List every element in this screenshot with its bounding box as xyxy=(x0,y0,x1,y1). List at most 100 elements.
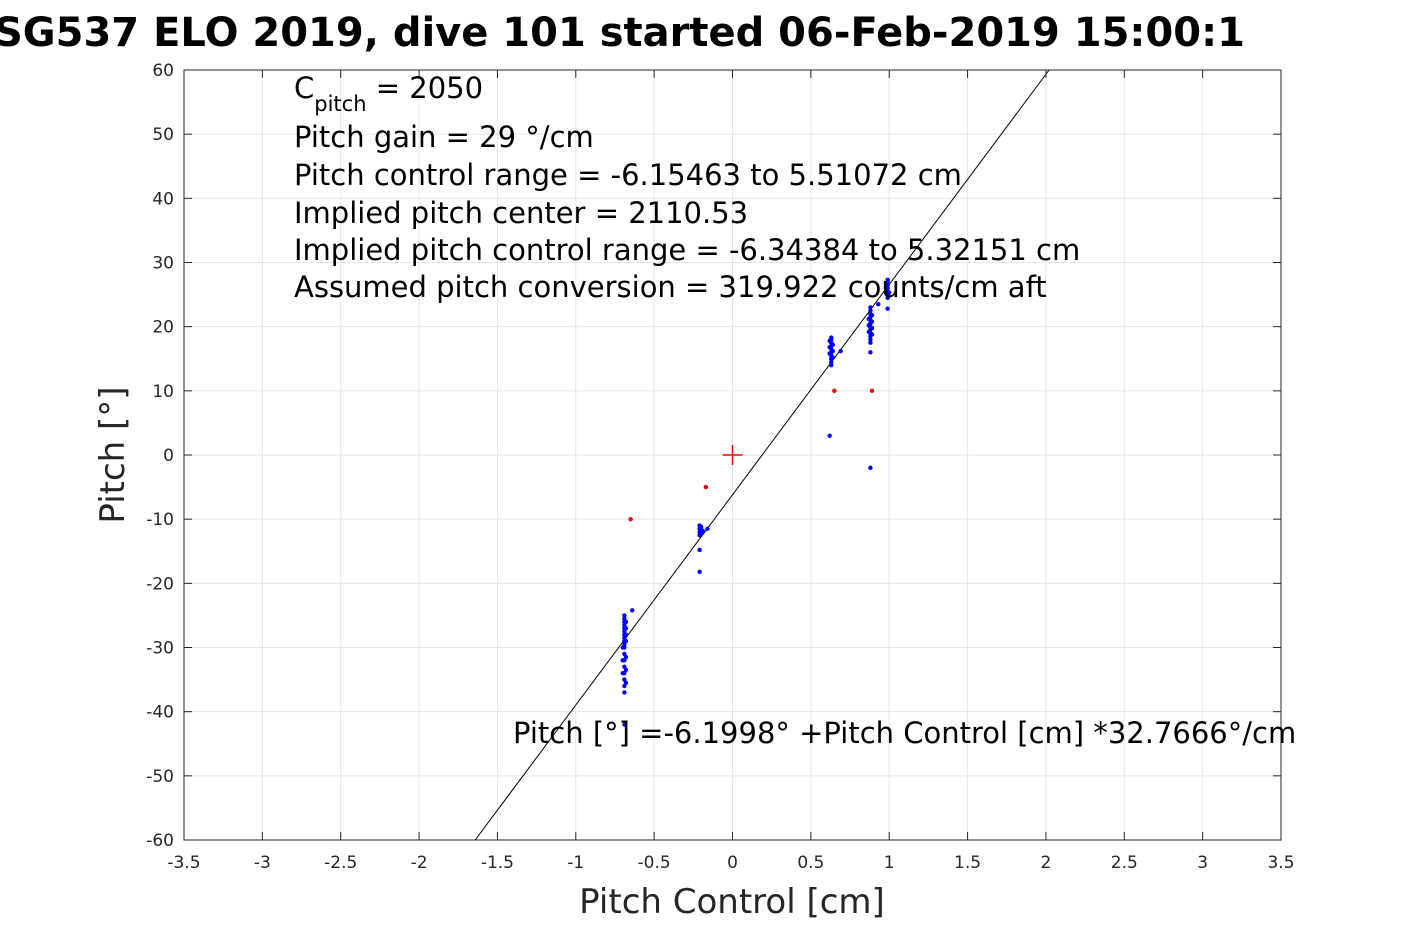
data-point xyxy=(630,608,635,613)
x-tick-label: 2.5 xyxy=(1111,853,1138,873)
y-tick-label: 30 xyxy=(152,254,174,274)
data-point xyxy=(866,316,872,322)
y-tick-label: 60 xyxy=(152,61,174,81)
data-point xyxy=(623,654,629,660)
y-axis-label: Pitch [°] xyxy=(93,386,133,523)
data-point xyxy=(622,690,627,695)
data-point xyxy=(885,295,890,300)
y-tick-label: 10 xyxy=(152,382,174,402)
data-point xyxy=(827,351,832,356)
chart-title: SG537 ELO 2019, dive 101 started 06-Feb-… xyxy=(0,10,1245,56)
y-tick-label: -10 xyxy=(146,510,174,530)
x-axis-ticks: -3.5 -3 -2.5 -2 -1.5 -1 -0.5 0 0.5 1 1.5 2 2.5 3 3.5 xyxy=(167,70,1295,873)
data-point xyxy=(869,388,875,394)
x-tick-label: 3.5 xyxy=(1267,853,1294,873)
fit-line-layer xyxy=(474,69,1050,841)
data-point xyxy=(628,516,633,522)
y-tick-label: -50 xyxy=(146,767,174,787)
data-point xyxy=(620,658,625,663)
cpitch-letter: C xyxy=(294,71,314,105)
fit-equation-annotation: Pitch [°] =-6.1998° +Pitch Control [cm] … xyxy=(513,716,1296,750)
data-point xyxy=(623,626,629,631)
pitch-gain-annotation: Pitch gain = 29 °/cm xyxy=(294,120,594,154)
y-tick-label: 20 xyxy=(152,318,174,338)
data-point xyxy=(697,569,702,574)
data-point xyxy=(830,348,835,354)
data-point xyxy=(622,722,627,727)
data-point xyxy=(623,619,629,625)
data-point xyxy=(866,329,872,334)
data-point xyxy=(887,290,892,295)
cpitch-annotation: Cpitch = 2050 xyxy=(294,71,483,116)
data-point xyxy=(869,332,875,337)
data-point xyxy=(885,277,890,283)
y-tick-label: 0 xyxy=(163,446,174,466)
implied-pitch-center-annotation: Implied pitch center = 2110.53 xyxy=(294,196,748,230)
data-point xyxy=(620,670,625,676)
x-tick-label: 3 xyxy=(1197,853,1208,873)
data-point xyxy=(885,306,890,311)
data-point xyxy=(700,528,705,533)
x-tick-label: 1.5 xyxy=(954,853,981,873)
data-point xyxy=(705,526,710,531)
x-tick-label: 0.5 xyxy=(797,853,824,873)
cpitch-subscript: pitch xyxy=(314,92,366,116)
y-tick-label: -20 xyxy=(146,574,174,594)
cpitch-value: = 2050 xyxy=(367,71,484,105)
data-point xyxy=(869,312,875,318)
x-tick-label: -1 xyxy=(567,853,584,873)
x-tick-label: -0.5 xyxy=(638,853,671,873)
data-point xyxy=(868,337,873,342)
data-point xyxy=(623,667,629,673)
data-point xyxy=(703,484,709,490)
data-point xyxy=(876,302,881,307)
data-point xyxy=(869,325,875,331)
data-point xyxy=(868,465,873,471)
data-point xyxy=(838,348,843,354)
x-tick-label: 2 xyxy=(1041,853,1052,873)
x-tick-label: 1 xyxy=(884,853,895,873)
center-marker-layer xyxy=(722,445,743,465)
data-point xyxy=(829,359,834,365)
y-tick-label: -60 xyxy=(146,831,174,851)
data-point xyxy=(830,355,835,360)
y-tick-label: 50 xyxy=(152,125,174,145)
fit-line xyxy=(474,69,1050,841)
x-tick-label: -3.5 xyxy=(167,853,200,873)
data-point xyxy=(868,308,873,313)
data-point xyxy=(868,305,873,310)
data-point xyxy=(620,645,625,650)
data-points xyxy=(620,277,892,727)
y-tick-label: -30 xyxy=(146,639,174,659)
data-point xyxy=(832,388,837,394)
x-tick-label: -3 xyxy=(254,853,271,873)
x-tick-label: 0 xyxy=(727,853,738,873)
data-point xyxy=(868,340,873,345)
implied-pitch-control-range-annotation: Implied pitch control range = -6.34384 t… xyxy=(294,233,1080,267)
data-point xyxy=(622,613,627,618)
x-tick-label: -2 xyxy=(411,853,428,873)
data-point xyxy=(698,524,704,530)
data-point xyxy=(623,638,629,644)
data-point xyxy=(869,319,875,324)
data-point xyxy=(697,547,702,553)
assumed-pitch-conversion-annotation: Assumed pitch conversion = 319.922 count… xyxy=(294,270,1047,304)
data-point xyxy=(829,362,834,368)
y-axis-ticks: 60 50 40 30 20 10 0 -10 -20 -30 -40 -50 -60 xyxy=(146,61,1281,851)
y-tick-label: 40 xyxy=(152,189,174,209)
data-point xyxy=(827,338,832,343)
x-tick-label: -2.5 xyxy=(324,853,357,873)
x-tick-label: -1.5 xyxy=(481,853,514,873)
x-axis-label: Pitch Control [cm] xyxy=(579,882,885,922)
data-point xyxy=(868,350,873,355)
data-point xyxy=(623,680,629,685)
data-point xyxy=(883,284,889,290)
data-point xyxy=(866,323,872,328)
y-tick-label: -40 xyxy=(146,703,174,723)
data-point xyxy=(623,632,629,637)
data-point xyxy=(827,433,832,438)
data-point xyxy=(827,345,832,350)
data-point xyxy=(830,342,835,347)
pitch-control-range-annotation: Pitch control range = -6.15463 to 5.5107… xyxy=(294,158,962,192)
